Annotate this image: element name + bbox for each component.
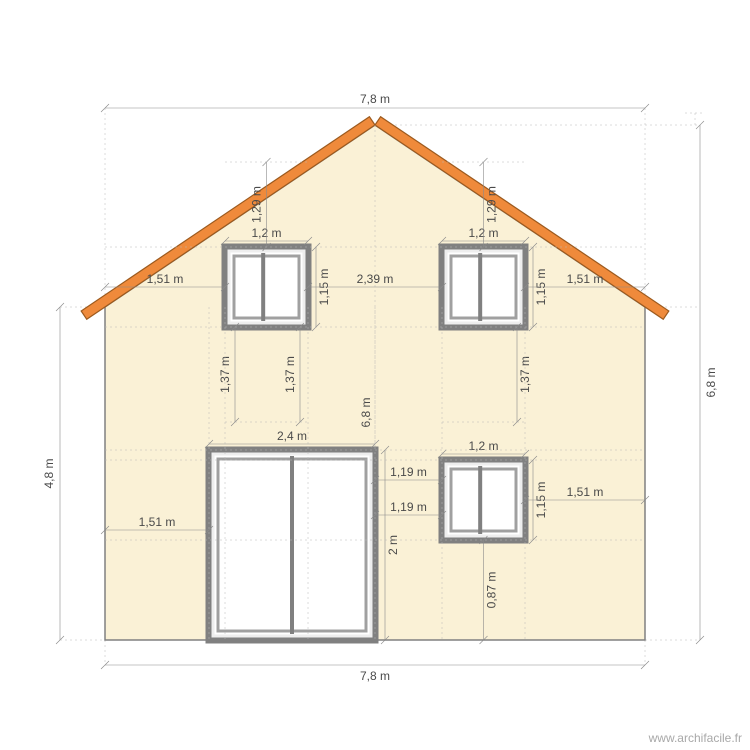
dim-upper-gap: 2,39 m (357, 272, 394, 286)
window-upper-left (225, 247, 308, 327)
window-upper-right (442, 247, 525, 327)
door-lower-left (209, 450, 375, 640)
dim-top-width: 7,8 m (360, 92, 390, 106)
dim-door-height: 2 m (386, 535, 400, 555)
dim-right-height: 6,8 m (704, 367, 718, 397)
dim-left-height: 4,8 m (42, 458, 56, 488)
dim-bottom-width: 7,8 m (360, 669, 390, 683)
dim-ul-above: 1,29 m (250, 186, 264, 223)
dim-door-width: 2,4 m (277, 429, 307, 443)
dim-mid-gap-2: 1,19 m (390, 500, 427, 514)
dim-ur-above: 1,29 m (485, 186, 499, 223)
dim-ur-side: 1,51 m (567, 272, 604, 286)
dim-lr-width: 1,2 m (468, 439, 498, 453)
dim-lr-side: 1,51 m (567, 485, 604, 499)
window-lower-right (442, 460, 525, 540)
dim-lr-below: 0,87 m (485, 572, 499, 609)
dim-mid-gap-1: 1,19 m (390, 465, 427, 479)
watermark: www.archifacile.fr (648, 731, 742, 745)
dim-ul-below2: 1,37 m (283, 356, 297, 393)
dim-ul-side: 1,51 m (147, 272, 184, 286)
dim-center-height: 6,8 m (359, 397, 373, 427)
dim-door-side: 1,51 m (139, 515, 176, 529)
